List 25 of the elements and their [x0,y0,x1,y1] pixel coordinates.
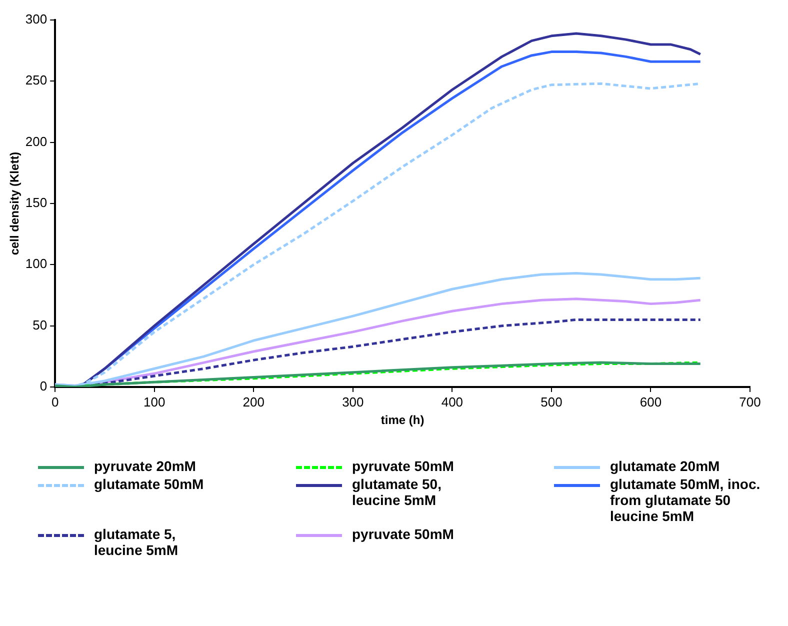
legend-label: glutamate 50mM, inoc. from glutamate 50 leucine 5mM [610,476,760,524]
y-axis-title: cell density (Klett) [8,152,22,256]
y-tick-label: 0 [40,378,48,394]
y-tick-label: 200 [25,134,48,149]
legend-label: pyruvate 50mM [352,458,454,474]
y-tick-label: 100 [25,256,48,272]
x-tick-label: 300 [342,394,364,410]
x-tick-label: 500 [540,394,562,410]
x-axis-title: time (h) [380,413,424,428]
x-tick-label: 0 [51,394,59,410]
x-tick-label: 100 [144,394,166,410]
legend-label: glutamate 50, leucine 5mM [352,476,442,508]
y-tick-label: 150 [25,195,48,210]
x-tick-label: 200 [242,394,264,410]
legend-label: pyruvate 50mM [352,526,454,542]
y-tick-label: 50 [32,317,48,332]
x-tick-label: 700 [739,394,761,410]
legend-label: glutamate 20mM [610,458,720,474]
y-tick-label: 250 [25,72,48,88]
x-tick-label: 600 [640,394,662,410]
legend-label: pyruvate 20mM [94,458,196,474]
legend-label: glutamate 5, leucine 5mM [94,526,178,558]
legend-label: glutamate 50mM [94,476,204,492]
x-tick-label: 400 [441,394,464,410]
y-tick-label: 300 [25,12,48,27]
